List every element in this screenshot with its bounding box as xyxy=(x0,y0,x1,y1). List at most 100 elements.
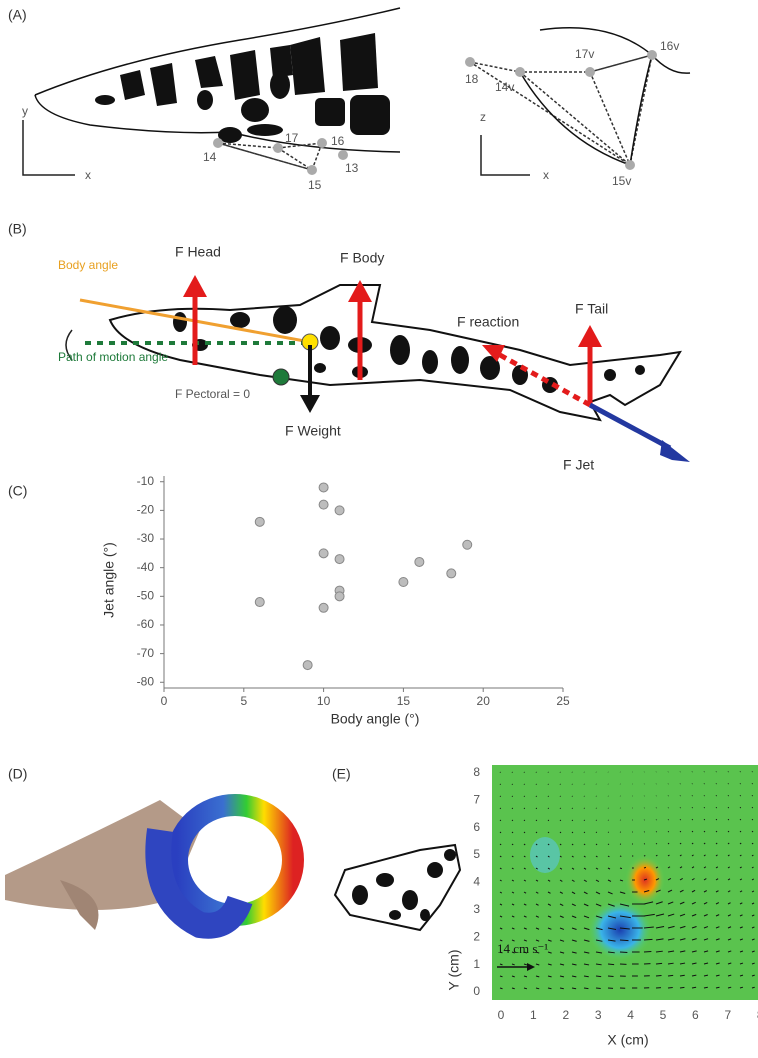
y-tick-label: 3 xyxy=(473,902,480,916)
vector xyxy=(692,987,696,988)
vector xyxy=(512,820,513,821)
panel-label: (C) xyxy=(8,483,27,499)
point xyxy=(255,517,264,526)
vector xyxy=(560,808,561,809)
point xyxy=(319,500,328,509)
x-tick-label: 0 xyxy=(161,694,168,708)
force-label: F Tail xyxy=(575,301,608,317)
shark-drawing xyxy=(23,8,690,175)
vector xyxy=(596,976,601,977)
y-tick-label: 5 xyxy=(473,847,480,861)
vector xyxy=(752,771,753,772)
vector xyxy=(536,820,537,821)
axis-label: y xyxy=(22,104,28,118)
y-tick-label: -20 xyxy=(137,503,155,517)
vector xyxy=(500,844,501,845)
point-label: 17 xyxy=(285,131,299,145)
vector xyxy=(500,772,501,773)
vector xyxy=(596,844,597,845)
y-tick-label: -60 xyxy=(137,617,155,631)
x-tick-label: 0 xyxy=(498,1008,505,1022)
panel-label: (E) xyxy=(332,766,351,782)
vector xyxy=(668,831,669,832)
vector xyxy=(500,796,501,797)
y-tick-label: 0 xyxy=(473,984,480,998)
vector xyxy=(680,987,684,988)
figure: (A) y x z x 14 17 16 13 15 18 14v 17v 16… xyxy=(0,0,758,1053)
y-tick-label: 7 xyxy=(473,792,480,806)
point xyxy=(319,483,328,492)
vector xyxy=(596,988,601,989)
vector xyxy=(704,807,705,808)
vector xyxy=(512,832,513,833)
vector xyxy=(500,808,501,809)
vector xyxy=(536,808,537,809)
vector xyxy=(524,784,525,785)
vector xyxy=(716,795,717,796)
y-tick-label: -30 xyxy=(137,531,155,545)
point xyxy=(399,578,408,587)
x-tick-label: 7 xyxy=(724,1008,731,1022)
vector xyxy=(752,807,753,808)
vector xyxy=(572,796,573,797)
vector xyxy=(704,831,705,832)
point xyxy=(335,592,344,601)
point-label: 15 xyxy=(308,178,322,192)
vector xyxy=(584,820,585,821)
y-axis-title: Jet angle (°) xyxy=(101,542,117,618)
vector xyxy=(572,988,576,989)
x-tick-label: 15 xyxy=(397,694,411,708)
vector xyxy=(668,987,673,988)
vector xyxy=(512,784,513,785)
vector xyxy=(536,784,537,785)
x-tick-label: 10 xyxy=(317,694,331,708)
vector xyxy=(512,808,513,809)
force-label: F Body xyxy=(340,250,384,266)
vector xyxy=(680,819,681,820)
vector xyxy=(716,807,717,808)
vector xyxy=(752,783,753,784)
vector xyxy=(608,964,614,965)
x-tick-label: 3 xyxy=(595,1008,602,1022)
point-label: 16 xyxy=(331,134,345,148)
vector xyxy=(704,819,705,820)
point xyxy=(335,506,344,515)
y-tick-label: -80 xyxy=(137,674,155,688)
vector xyxy=(752,831,753,832)
vector xyxy=(680,807,681,808)
y-tick-label: 1 xyxy=(473,957,480,971)
point xyxy=(415,557,424,566)
x-tick-label: 5 xyxy=(660,1008,667,1022)
vector xyxy=(560,796,561,797)
vector xyxy=(620,940,628,941)
force-label: F reaction xyxy=(457,314,519,330)
x-tick-label: 25 xyxy=(556,694,570,708)
annotation: Body angle xyxy=(58,258,118,272)
vector xyxy=(584,832,585,833)
y-tick-label: -40 xyxy=(137,560,155,574)
x-tick-label: 5 xyxy=(240,694,247,708)
vector xyxy=(500,784,501,785)
x-tick-label: 6 xyxy=(692,1008,699,1022)
y-tick-label: 4 xyxy=(473,875,480,889)
y-axis-title: Y (cm) xyxy=(446,950,462,991)
y-tick-label: 2 xyxy=(473,929,480,943)
vortex-ring-image xyxy=(5,800,293,930)
scale-label: 14 cm s⁻¹ xyxy=(497,941,548,956)
point-label: 14v xyxy=(495,80,514,94)
axis-label: x xyxy=(85,168,91,182)
vector xyxy=(536,832,537,833)
panel-label: (D) xyxy=(8,766,27,782)
vector xyxy=(728,819,729,820)
vector xyxy=(572,808,573,809)
vector xyxy=(680,843,681,844)
point xyxy=(255,598,264,607)
vector xyxy=(716,831,717,832)
vector xyxy=(596,820,597,821)
vector xyxy=(728,783,729,784)
vector xyxy=(548,796,549,797)
vector xyxy=(584,988,588,989)
axis-label: z xyxy=(480,110,486,124)
x-tick-label: 2 xyxy=(562,1008,569,1022)
vector xyxy=(548,832,549,833)
